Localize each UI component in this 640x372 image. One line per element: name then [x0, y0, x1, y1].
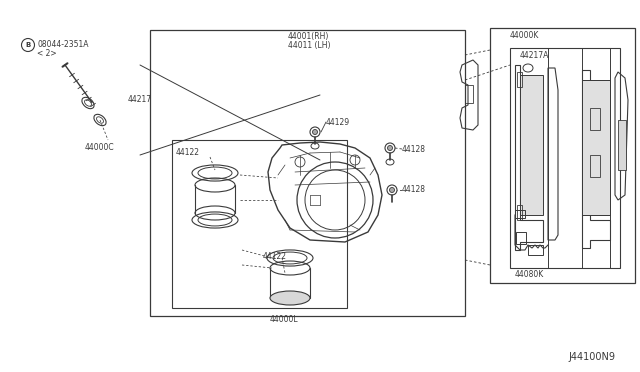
Text: 44000L: 44000L [270, 315, 299, 324]
Text: 44122: 44122 [176, 148, 200, 157]
Bar [516, 232, 526, 244]
Bar [465, 85, 473, 103]
Bar [490, 28, 635, 283]
Text: 44000K: 44000K [510, 31, 540, 40]
Text: 44129: 44129 [326, 118, 350, 127]
Bar [520, 75, 543, 215]
Bar [590, 155, 600, 177]
Text: B: B [26, 42, 31, 48]
Text: < 2>: < 2> [37, 49, 56, 58]
Text: 44128: 44128 [402, 185, 426, 194]
Bar [582, 80, 610, 215]
Text: 44217A: 44217A [520, 51, 549, 60]
Bar [150, 30, 465, 316]
Text: 44217: 44217 [128, 95, 152, 104]
Ellipse shape [390, 187, 394, 192]
Bar [582, 80, 610, 215]
Bar [517, 205, 522, 220]
Text: 44080K: 44080K [515, 270, 544, 279]
Text: 08044-2351A: 08044-2351A [37, 40, 88, 49]
Bar [515, 210, 525, 218]
Text: 44001(RH): 44001(RH) [288, 32, 330, 41]
Bar [528, 245, 543, 255]
Text: 44011 (LH): 44011 (LH) [288, 41, 330, 50]
Bar [517, 72, 522, 87]
Text: 44122: 44122 [263, 252, 287, 261]
Ellipse shape [387, 145, 392, 151]
Bar [618, 120, 626, 170]
Bar [172, 140, 347, 308]
Text: 44000C: 44000C [85, 143, 115, 152]
Ellipse shape [270, 291, 310, 305]
Text: 44128: 44128 [402, 145, 426, 154]
Text: J44100N9: J44100N9 [568, 352, 615, 362]
Bar [510, 48, 620, 268]
Ellipse shape [312, 129, 317, 135]
Bar [590, 108, 600, 130]
